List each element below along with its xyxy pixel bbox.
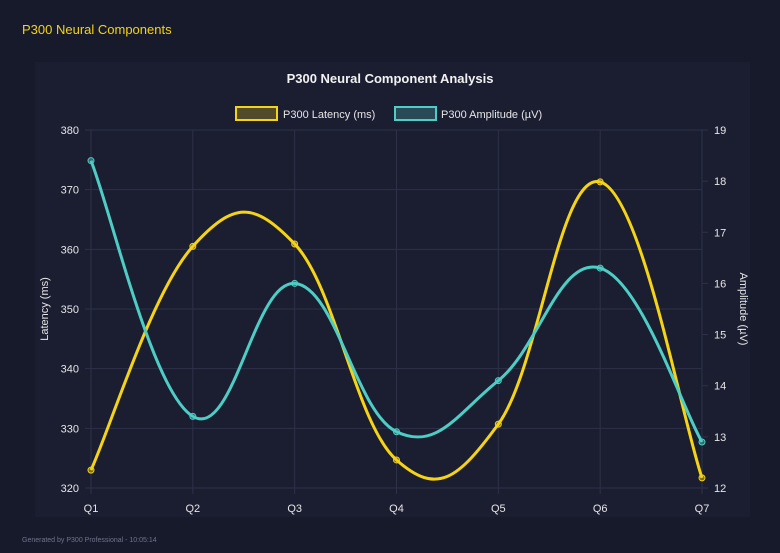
- y-left-tick-label: 350: [61, 304, 79, 316]
- data-point-1: [494, 377, 502, 385]
- y-left-tick-label: 360: [61, 244, 79, 256]
- y-right-tick-label: 18: [714, 176, 726, 188]
- series-line-0: [89, 180, 704, 481]
- y-right-tick-label: 19: [714, 125, 726, 137]
- legend-label-0: P300 Latency (ms): [283, 109, 375, 121]
- y-right-axis-label: Amplitude (µV): [737, 273, 749, 346]
- y-right-tick-label: 14: [714, 381, 726, 393]
- y-left-tick-label: 320: [61, 483, 79, 495]
- y-right-tick-label: 15: [714, 330, 726, 342]
- chart-panel: [35, 62, 750, 517]
- chart-title: P300 Neural Component Analysis: [287, 71, 494, 86]
- y-right-tick-label: 16: [714, 278, 726, 290]
- y-left-tick-label: 330: [61, 423, 79, 435]
- data-point-1: [698, 438, 706, 446]
- x-tick-label: Q5: [491, 503, 506, 515]
- page-title: P300 Neural Components: [22, 22, 172, 37]
- x-tick-label: Q2: [185, 503, 200, 515]
- y-left-tick-label: 380: [61, 125, 79, 137]
- data-point-0: [189, 242, 197, 250]
- data-point-1: [291, 279, 299, 287]
- x-tick-label: Q3: [287, 503, 302, 515]
- data-point-0: [596, 178, 604, 186]
- data-point-0: [698, 474, 706, 482]
- data-point-1: [189, 412, 197, 420]
- legend-swatch-0: [235, 106, 278, 121]
- legend-label-1: P300 Amplitude (µV): [441, 109, 542, 121]
- data-point-0: [494, 420, 502, 428]
- footer-text: Generated by P300 Professional - 10:05:1…: [22, 537, 157, 544]
- data-point-1: [596, 264, 604, 272]
- y-left-axis-label: Latency (ms): [39, 277, 51, 341]
- x-tick-label: Q6: [593, 503, 608, 515]
- series-line-1: [89, 160, 704, 443]
- y-left-tick-label: 370: [61, 185, 79, 197]
- y-right-tick-label: 12: [714, 483, 726, 495]
- x-tick-label: Q7: [695, 503, 710, 515]
- y-right-tick-label: 17: [714, 227, 726, 239]
- data-point-0: [87, 466, 95, 474]
- y-left-tick-label: 340: [61, 364, 79, 376]
- data-point-0: [291, 240, 299, 248]
- data-point-1: [87, 157, 95, 165]
- x-tick-label: Q1: [84, 503, 99, 515]
- x-tick-label: Q4: [389, 503, 404, 515]
- data-point-1: [393, 428, 400, 436]
- y-right-tick-label: 13: [714, 432, 726, 444]
- legend-swatch-1: [394, 106, 437, 121]
- data-point-0: [393, 456, 400, 464]
